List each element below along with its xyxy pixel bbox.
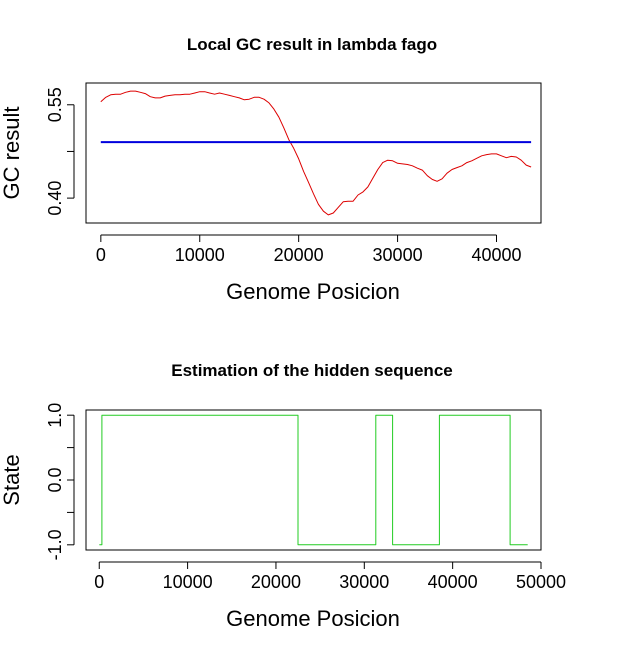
state-plot-frame <box>85 409 542 551</box>
state-x-axis-label: Genome Posicion <box>226 606 400 631</box>
gc-plot-area <box>100 90 532 216</box>
gc-chart-title: Local GC result in lambda fago <box>187 35 437 54</box>
state-y-tick-label: 0.0 <box>45 467 65 492</box>
gc-x-tick-label: 40000 <box>471 245 521 265</box>
gc-y-tick-label: 0.55 <box>45 87 65 122</box>
state-x-axis: 0 10000 20000 30000 40000 50000 <box>94 561 566 592</box>
state-series-step <box>99 414 528 546</box>
gc-series-local-gc <box>100 90 532 216</box>
state-x-tick-label: 30000 <box>339 572 389 592</box>
gc-x-tick-label: 30000 <box>373 245 423 265</box>
state-y-tick-label: -1.0 <box>45 529 65 560</box>
state-x-tick-label: 20000 <box>251 572 301 592</box>
gc-plot-frame <box>85 82 542 224</box>
gc-y-tick-label: 0.40 <box>45 181 65 216</box>
state-x-tick-label: 40000 <box>428 572 478 592</box>
state-y-axis-label: State <box>0 454 24 505</box>
gc-x-axis-label: Genome Posicion <box>226 279 400 304</box>
state-x-tick-label: 50000 <box>516 572 566 592</box>
gc-y-axis-label: GC result <box>0 107 24 200</box>
gc-x-tick-label: 0 <box>96 245 106 265</box>
state-chart: Estimation of the hidden sequence 0 10000… <box>0 361 566 631</box>
gc-x-tick-label: 10000 <box>175 245 225 265</box>
state-x-tick-label: 10000 <box>163 572 213 592</box>
gc-y-axis: 0.40 0.55 <box>45 87 75 216</box>
gc-chart: Local GC result in lambda fago 0 10000 200… <box>0 35 542 304</box>
state-y-axis: -1.0 0.0 1.0 <box>45 403 75 560</box>
state-chart-title: Estimation of the hidden sequence <box>171 361 452 380</box>
gc-x-tick-label: 20000 <box>274 245 324 265</box>
gc-x-axis: 0 10000 20000 30000 40000 <box>96 234 522 265</box>
state-y-tick-label: 1.0 <box>45 403 65 428</box>
state-plot-area <box>99 414 528 546</box>
state-x-tick-label: 0 <box>94 572 104 592</box>
